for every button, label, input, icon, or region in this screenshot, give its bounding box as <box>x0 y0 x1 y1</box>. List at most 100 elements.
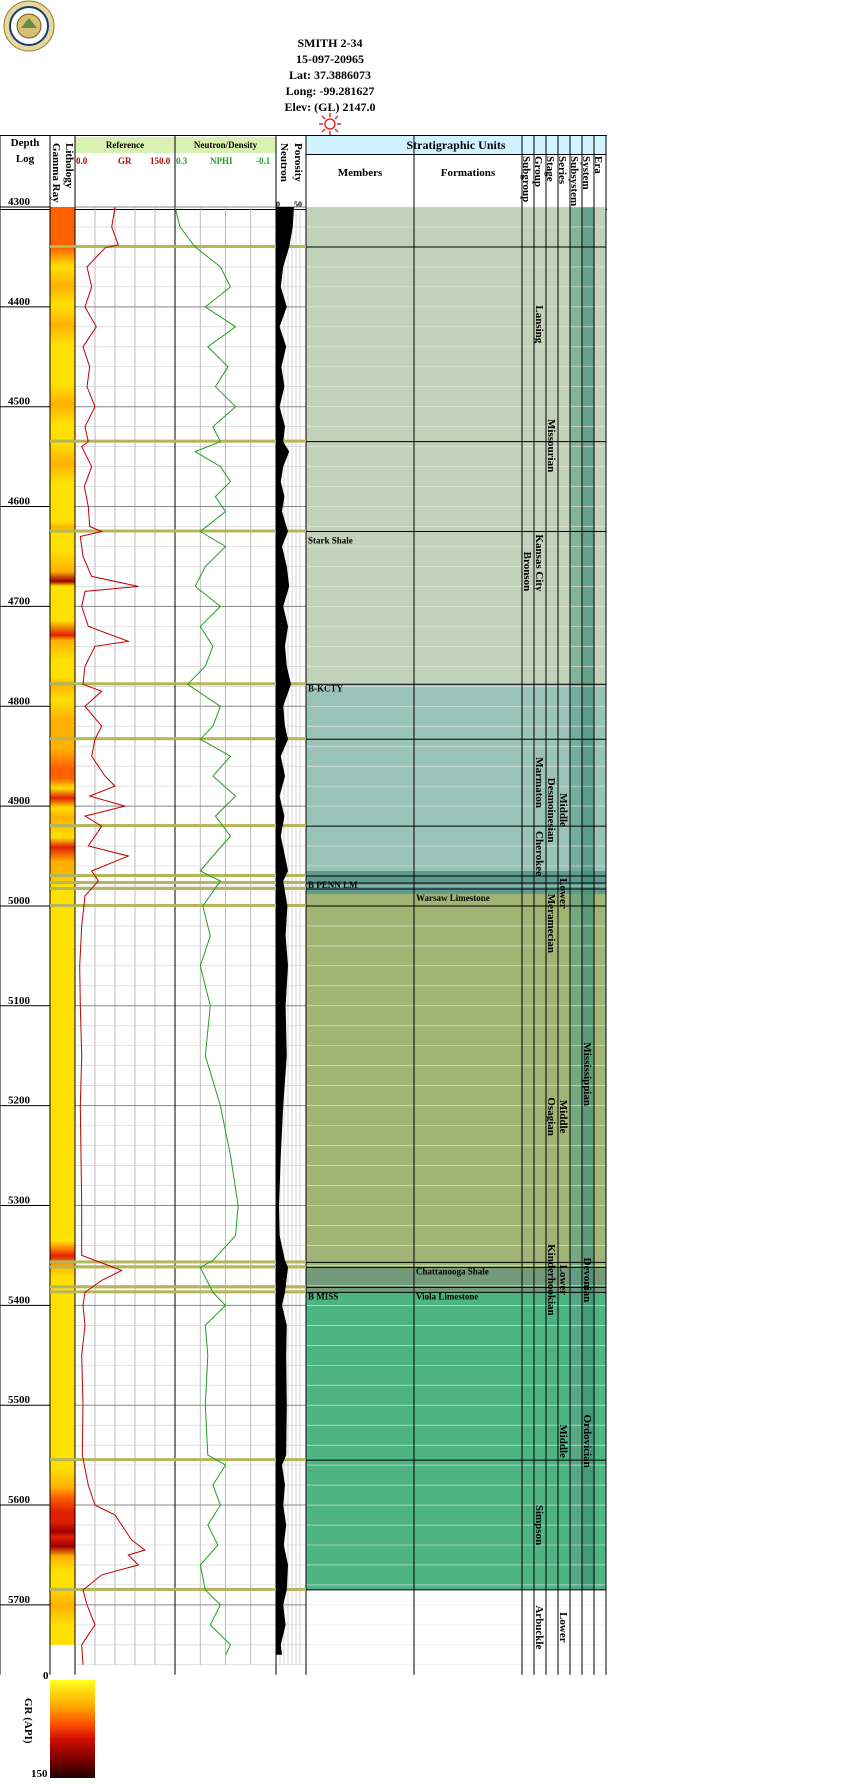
depth-tick-label: 4900 <box>8 795 31 807</box>
group-label: Arbuckle <box>533 1605 545 1649</box>
reference-title: Reference <box>105 140 145 150</box>
depth-tick-label: 4600 <box>8 496 31 508</box>
gr-max-label: 150.0 <box>150 156 171 166</box>
stage-title: Stage <box>544 156 556 182</box>
kgs-logo <box>3 0 55 52</box>
lithology-title: Lithology <box>63 143 75 189</box>
gr-legend-bar <box>50 1680 95 1778</box>
strat-title: Stratigraphic Units <box>406 138 506 152</box>
log-title: Log <box>15 153 35 165</box>
subgroup-label: Bronson <box>521 552 533 592</box>
gr-legend-max: 150 <box>31 1768 48 1780</box>
neutron-title: Neutron <box>278 143 290 182</box>
gr-legend: 0 150 GR (API) <box>20 1670 95 1780</box>
member-label: Stark Shale <box>308 536 353 546</box>
nphi-curve <box>174 206 239 1656</box>
marker-band <box>50 873 306 877</box>
depth-tick-label: 4700 <box>8 595 31 607</box>
gamma-ray-lithology-strip <box>50 207 75 1645</box>
marker-band <box>50 1265 306 1269</box>
well-long: Long: -99.281627 <box>285 84 375 98</box>
marker-band <box>50 1587 306 1591</box>
marker-band <box>50 1260 306 1264</box>
group-label: Cherokee <box>533 831 545 876</box>
well-api: 15-097-20965 <box>296 52 364 66</box>
subsystem-title: Subsystem <box>568 156 580 207</box>
group-label: Marmaton <box>533 757 545 808</box>
formation-label: Viola Limestone <box>416 1291 478 1301</box>
porosity-title: Porosity <box>292 143 304 182</box>
well-elev: Elev: (GL) 2147.0 <box>284 100 376 114</box>
system-title: System <box>580 156 592 190</box>
depth-tick-label: 4300 <box>8 196 31 208</box>
stage-label: Missourian <box>545 419 557 472</box>
depth-tick-label: 4400 <box>8 296 31 308</box>
gr-name-label: GR <box>118 156 132 166</box>
era-band <box>582 207 594 1590</box>
nphi-max-label: -0.1 <box>256 156 271 166</box>
member-label: B MISS <box>308 1291 338 1301</box>
marker-band <box>50 439 306 443</box>
system-label: Ordovician <box>581 1415 593 1468</box>
marker-band <box>50 529 306 533</box>
members-title: Members <box>337 167 383 179</box>
gr-legend-min: 0 <box>43 1670 49 1682</box>
system-band <box>570 207 582 1590</box>
well-name: SMITH 2-34 <box>297 36 363 50</box>
subgroup-title: Subgroup <box>520 156 532 203</box>
depth-title: Depth <box>10 137 40 149</box>
depth-tick-label: 5400 <box>8 1294 31 1306</box>
strat-zone-fill <box>306 1292 606 1590</box>
group-label: Lansing <box>533 305 545 343</box>
stage-label: Osagian <box>545 1097 557 1136</box>
strat-zone-fill <box>306 1267 606 1293</box>
era-title: Era <box>592 156 604 174</box>
marker-band <box>50 880 306 884</box>
system-label: Mississippian <box>581 1042 593 1106</box>
strat-zone-fill <box>306 893 606 1268</box>
group-label: Kansas City <box>533 534 545 592</box>
series-label: Lower <box>557 1265 569 1296</box>
nphi-name-label: NPHI <box>210 156 233 166</box>
depth-tick-label: 5500 <box>8 1394 31 1406</box>
marker-band <box>50 244 306 248</box>
series-title: Series <box>556 156 568 185</box>
depth-tick-label: 5000 <box>8 895 31 907</box>
depth-tick-label: 5200 <box>8 1095 31 1107</box>
well-symbol-icon <box>318 112 342 141</box>
marker-band <box>50 1290 306 1294</box>
marker-band <box>50 1458 306 1462</box>
depth-tick-label: 5300 <box>8 1195 31 1207</box>
por-min-label: 0 <box>276 200 280 209</box>
stage-label: Kinderhookian <box>545 1244 557 1316</box>
marker-band <box>50 682 306 686</box>
member-label: B-KCTY <box>308 683 344 693</box>
depth-tick-label: 4800 <box>8 695 31 707</box>
series-label: Middle <box>557 793 569 827</box>
depth-tick-label: 5600 <box>8 1494 31 1506</box>
marker-band <box>50 1285 306 1289</box>
gamma-ray-title: Gamma Ray <box>50 143 62 203</box>
gr-legend-label: GR (API) <box>22 1698 34 1744</box>
stage-label: Meramecian <box>545 894 557 953</box>
series-label: Middle <box>557 1100 569 1134</box>
depth-tick-label: 5700 <box>8 1594 31 1606</box>
series-label: Lower <box>557 878 569 909</box>
marker-band <box>50 824 306 828</box>
group-title: Group <box>532 156 544 187</box>
gr-curve <box>79 206 147 1665</box>
group-label: Simpson <box>533 1505 545 1545</box>
strat-zone-fill <box>306 207 606 685</box>
marker-band <box>50 886 306 890</box>
porosity-fill <box>276 207 294 1655</box>
formation-label: Chattanooga Shale <box>416 1266 489 1276</box>
system-label: Devonian <box>581 1258 593 1303</box>
formations-title: Formations <box>440 167 496 179</box>
gr-min-label: 0.0 <box>76 156 88 166</box>
member-label: B PENN LM <box>308 880 358 890</box>
nphi-min-label: 0.3 <box>176 156 188 166</box>
track-header-frame <box>0 135 607 210</box>
well-lat: Lat: 37.3886073 <box>289 68 371 82</box>
neutron-density-title: Neutron/Density <box>193 140 258 150</box>
